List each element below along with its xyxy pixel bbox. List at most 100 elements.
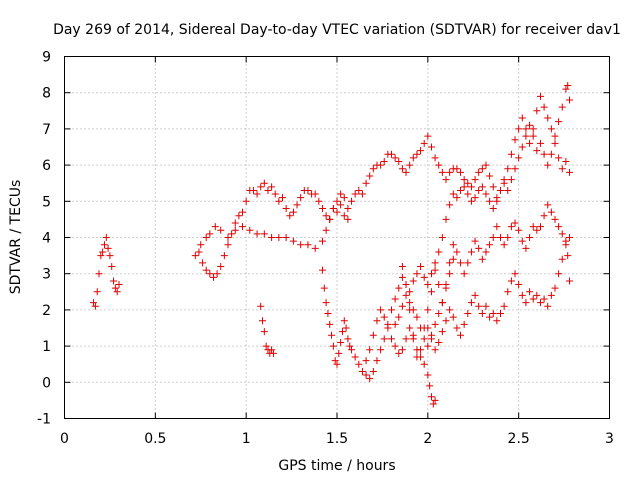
data-point <box>220 252 228 260</box>
data-point <box>497 310 504 318</box>
data-point <box>518 143 526 151</box>
data-point <box>377 161 385 169</box>
data-point <box>460 270 468 278</box>
data-point <box>413 270 421 278</box>
data-point <box>409 277 417 285</box>
data-point <box>355 186 363 194</box>
data-point <box>500 179 508 187</box>
data-point <box>413 150 421 158</box>
data-point <box>348 346 356 354</box>
data-point <box>511 219 519 227</box>
data-point <box>467 197 475 205</box>
data-point <box>268 346 276 354</box>
data-point <box>110 277 118 285</box>
data-point <box>335 349 343 357</box>
data-point <box>475 244 483 252</box>
data-point <box>366 375 374 383</box>
data-point <box>362 371 370 379</box>
data-point <box>420 335 428 343</box>
data-point <box>329 205 337 213</box>
data-point <box>328 331 336 339</box>
data-point <box>358 367 366 375</box>
data-point <box>504 186 512 194</box>
data-point <box>453 194 461 202</box>
data-point <box>566 277 574 285</box>
data-point <box>438 328 446 336</box>
data-point <box>442 215 450 223</box>
data-point <box>264 186 272 194</box>
data-point <box>282 234 290 241</box>
data-point <box>536 223 544 231</box>
data-point <box>486 313 494 321</box>
data-point <box>547 208 555 216</box>
data-point <box>217 226 225 234</box>
data-point <box>431 266 439 274</box>
data-point <box>429 400 437 408</box>
data-point <box>511 165 519 173</box>
x-tick-label: 2.5 <box>508 431 530 447</box>
data-point <box>90 299 98 307</box>
data-point <box>333 197 341 205</box>
data-point <box>467 248 475 256</box>
x-tick-label: 0 <box>60 431 69 447</box>
data-point <box>409 331 417 339</box>
data-point <box>398 262 406 270</box>
data-point <box>391 320 399 328</box>
data-point <box>431 396 439 404</box>
data-point <box>529 295 537 303</box>
data-point <box>322 299 330 307</box>
data-point <box>547 125 555 133</box>
data-point <box>337 190 345 198</box>
data-point <box>202 266 210 274</box>
data-point <box>260 179 268 187</box>
data-point <box>562 237 570 245</box>
data-point <box>195 248 203 256</box>
data-point <box>435 310 443 318</box>
data-point <box>438 299 446 307</box>
data-point <box>286 212 294 220</box>
data-point <box>297 194 305 202</box>
data-point <box>566 96 574 104</box>
data-point <box>482 302 490 310</box>
data-point <box>540 295 548 303</box>
data-point <box>377 306 385 314</box>
data-point <box>529 223 537 231</box>
y-tick-label: 1 <box>42 339 51 355</box>
x-tick-label: 1 <box>242 431 251 447</box>
data-point <box>460 320 468 328</box>
data-point <box>91 302 99 310</box>
data-point <box>467 299 475 307</box>
data-point <box>427 143 435 151</box>
data-point <box>457 259 465 267</box>
data-points <box>90 81 574 408</box>
data-point <box>289 237 297 245</box>
data-point <box>540 103 548 111</box>
data-point <box>427 288 435 296</box>
data-point <box>228 230 236 238</box>
data-point <box>342 324 350 332</box>
data-point <box>340 317 348 325</box>
data-point <box>322 226 330 234</box>
data-point <box>566 168 574 176</box>
data-point <box>438 168 446 176</box>
data-point <box>486 172 494 180</box>
data-point <box>471 176 479 184</box>
data-point <box>475 186 483 194</box>
y-tick-label: 2 <box>42 303 51 319</box>
data-point <box>315 197 323 205</box>
data-point <box>449 255 457 263</box>
data-point <box>318 237 326 245</box>
y-tick-label: 0 <box>42 375 51 391</box>
data-point <box>555 118 563 126</box>
data-point <box>464 190 472 198</box>
data-point <box>199 259 207 267</box>
data-point <box>431 346 439 354</box>
data-point <box>442 317 450 325</box>
data-point <box>100 241 108 249</box>
data-point <box>493 317 501 325</box>
data-point <box>355 360 363 368</box>
data-point <box>420 324 428 332</box>
data-point <box>369 165 377 173</box>
data-point <box>536 92 544 100</box>
data-point <box>562 157 570 165</box>
